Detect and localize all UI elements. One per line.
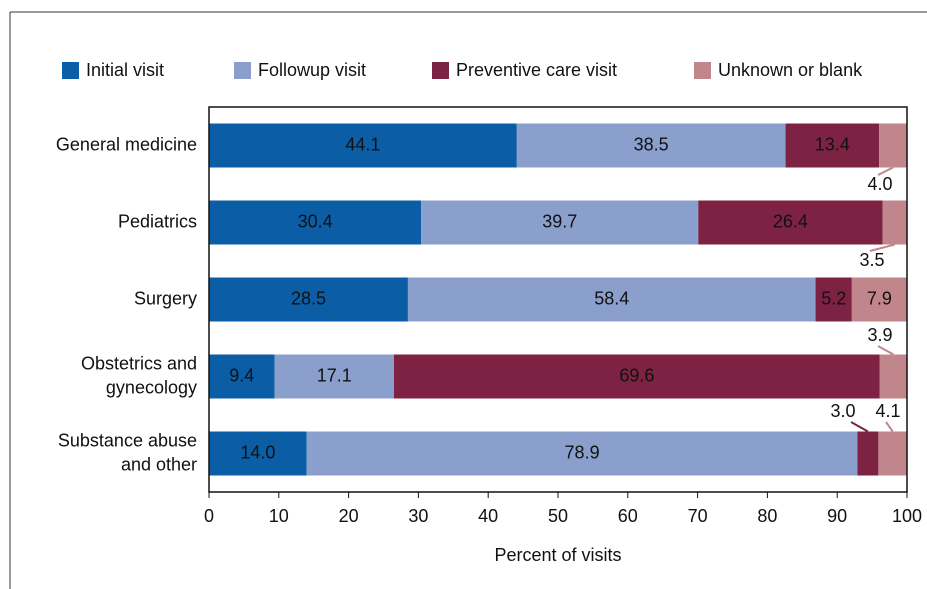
x-tick-label: 90 <box>827 506 847 526</box>
legend-label: Initial visit <box>86 60 164 80</box>
leader-line <box>877 345 894 356</box>
y-tick-label: gynecology <box>106 377 197 397</box>
bar-segment <box>209 123 517 168</box>
legend-label: Followup visit <box>258 60 366 80</box>
value-label: 26.4 <box>773 211 808 231</box>
bar-segment <box>857 431 879 476</box>
y-tick-label: Pediatrics <box>118 211 197 231</box>
bar-segment <box>879 123 907 168</box>
value-label: 3.9 <box>867 325 892 345</box>
legend-swatch <box>234 62 251 79</box>
value-label: 58.4 <box>594 288 629 308</box>
bar-segment <box>815 277 852 322</box>
bar-segment <box>882 200 907 245</box>
legend-swatch <box>432 62 449 79</box>
x-tick-label: 20 <box>339 506 359 526</box>
bar-segment <box>879 354 907 399</box>
plot-frame <box>208 106 908 493</box>
x-tick-label: 60 <box>618 506 638 526</box>
value-label: 9.4 <box>229 365 254 385</box>
value-label: 4.0 <box>867 174 892 194</box>
bar-segment <box>306 431 858 476</box>
y-tick-label: Substance abuse <box>58 430 197 450</box>
bar-segment <box>274 354 394 399</box>
value-label: 14.0 <box>240 442 275 462</box>
x-tick-label: 0 <box>204 506 214 526</box>
value-label: 4.1 <box>875 401 900 421</box>
value-label: 44.1 <box>345 134 380 154</box>
legend-label: Unknown or blank <box>718 60 863 80</box>
bar-segment <box>698 200 883 245</box>
value-label: 38.5 <box>634 134 669 154</box>
value-label: 17.1 <box>317 365 352 385</box>
value-label: 69.6 <box>619 365 654 385</box>
x-tick-label: 100 <box>892 506 922 526</box>
legend-label: Preventive care visit <box>456 60 617 80</box>
x-tick-label: 10 <box>269 506 289 526</box>
x-axis-title: Percent of visits <box>494 545 621 565</box>
leader-line <box>869 243 896 252</box>
bar-segment <box>407 277 816 322</box>
x-tick-label: 80 <box>757 506 777 526</box>
value-label: 3.5 <box>859 250 884 270</box>
legend-swatch <box>694 62 711 79</box>
bar-segment <box>516 123 786 168</box>
value-label: 28.5 <box>291 288 326 308</box>
value-label: 5.2 <box>821 288 846 308</box>
bar-segment <box>393 354 880 399</box>
y-tick-label: Obstetrics and <box>81 353 197 373</box>
bar-segment <box>209 431 307 476</box>
value-label: 78.9 <box>565 442 600 462</box>
y-tick-label: General medicine <box>56 134 197 154</box>
bar-segment <box>209 354 275 399</box>
x-tick-label: 30 <box>408 506 428 526</box>
value-label: 7.9 <box>867 288 892 308</box>
leader-line <box>877 166 894 176</box>
value-label: 39.7 <box>542 211 577 231</box>
x-tick-label: 70 <box>688 506 708 526</box>
y-tick-label: Surgery <box>134 288 197 308</box>
bar-segment <box>209 200 422 245</box>
leader-line <box>885 421 894 433</box>
bar-segment <box>209 277 408 322</box>
x-tick-label: 40 <box>478 506 498 526</box>
bar-segment <box>421 200 699 245</box>
bar-segment <box>851 277 907 322</box>
value-label: 13.4 <box>815 134 850 154</box>
legend-swatch <box>62 62 79 79</box>
y-tick-label: and other <box>121 454 197 474</box>
value-label: 3.0 <box>830 401 855 421</box>
bar-segment <box>878 431 907 476</box>
value-label: 30.4 <box>298 211 333 231</box>
x-tick-label: 50 <box>548 506 568 526</box>
leader-line <box>850 421 869 433</box>
bar-segment <box>785 123 880 168</box>
